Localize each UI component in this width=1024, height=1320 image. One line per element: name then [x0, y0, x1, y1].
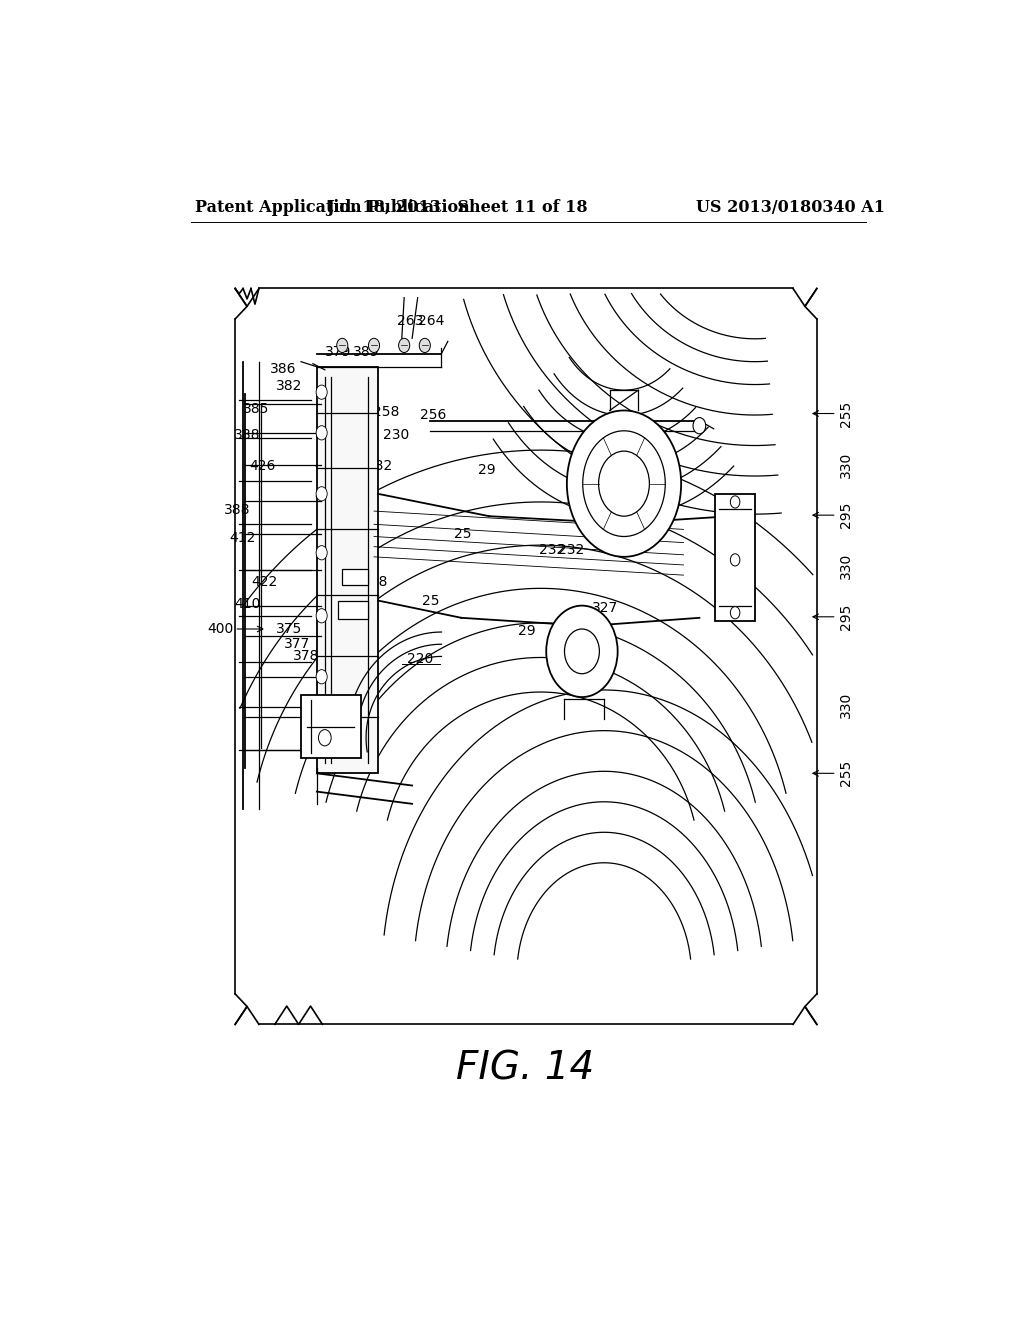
Text: 379: 379	[325, 345, 351, 359]
Text: 422: 422	[251, 576, 278, 589]
Circle shape	[316, 609, 328, 623]
Circle shape	[316, 545, 328, 560]
Text: 330: 330	[840, 453, 853, 478]
Circle shape	[316, 669, 328, 684]
Text: 330: 330	[840, 692, 853, 718]
Bar	[342, 569, 368, 585]
Text: 382: 382	[275, 379, 302, 393]
Circle shape	[546, 606, 617, 697]
Text: 381: 381	[351, 388, 378, 403]
Text: 255: 255	[840, 400, 853, 426]
Text: 410: 410	[233, 597, 260, 611]
Circle shape	[583, 430, 666, 536]
Text: 295: 295	[840, 502, 853, 528]
Circle shape	[316, 385, 328, 399]
Text: 290: 290	[581, 624, 607, 638]
Text: 232: 232	[558, 543, 584, 557]
Bar	[715, 494, 755, 620]
Text: 412: 412	[229, 531, 255, 545]
Text: 385: 385	[244, 403, 269, 416]
Text: 375: 375	[276, 622, 302, 636]
Text: 377: 377	[284, 638, 310, 651]
Bar	[301, 696, 360, 758]
Circle shape	[730, 554, 740, 566]
Text: 232: 232	[345, 576, 372, 589]
Text: 210: 210	[349, 675, 376, 689]
Text: 232: 232	[540, 543, 565, 557]
Text: 263: 263	[396, 314, 423, 329]
Bar	[338, 601, 369, 619]
Text: 416: 416	[314, 488, 341, 503]
Circle shape	[318, 730, 331, 746]
Text: 230: 230	[332, 610, 357, 624]
Circle shape	[337, 338, 348, 352]
Text: 256: 256	[420, 408, 446, 421]
Bar	[316, 367, 378, 774]
Text: Patent Application Publication: Patent Application Publication	[196, 199, 470, 215]
Text: 426: 426	[250, 459, 276, 474]
Text: Jul. 18, 2013   Sheet 11 of 18: Jul. 18, 2013 Sheet 11 of 18	[327, 199, 588, 215]
Circle shape	[567, 411, 681, 557]
Circle shape	[693, 417, 706, 434]
Circle shape	[730, 496, 740, 508]
Circle shape	[369, 338, 380, 352]
Text: 388: 388	[233, 428, 260, 442]
Text: 264: 264	[418, 314, 444, 329]
Text: 418: 418	[346, 612, 373, 626]
Text: 389: 389	[353, 345, 379, 359]
Text: 25: 25	[423, 594, 440, 607]
Circle shape	[316, 487, 328, 500]
Circle shape	[316, 426, 328, 440]
Text: FIG. 14: FIG. 14	[456, 1049, 594, 1088]
Text: 295: 295	[840, 603, 853, 630]
Text: 388: 388	[224, 503, 251, 517]
Circle shape	[419, 338, 430, 352]
Circle shape	[564, 630, 599, 673]
Text: 258: 258	[373, 405, 399, 420]
Text: 327: 327	[592, 601, 618, 615]
Text: 378: 378	[293, 649, 319, 664]
Text: 255: 255	[840, 760, 853, 787]
Text: 220: 220	[407, 652, 433, 667]
Text: 25: 25	[455, 528, 472, 541]
Text: 228: 228	[360, 576, 387, 589]
Circle shape	[398, 338, 410, 352]
Text: 29: 29	[518, 624, 536, 638]
Text: 29: 29	[478, 463, 496, 478]
Text: 232: 232	[367, 459, 392, 474]
Text: US 2013/0180340 A1: US 2013/0180340 A1	[696, 199, 885, 215]
Text: 400: 400	[207, 622, 233, 636]
Circle shape	[599, 451, 649, 516]
Text: 230: 230	[383, 428, 410, 442]
Text: 386: 386	[270, 362, 297, 376]
Circle shape	[730, 607, 740, 619]
Text: 330: 330	[840, 553, 853, 579]
Text: 416: 416	[314, 459, 341, 474]
